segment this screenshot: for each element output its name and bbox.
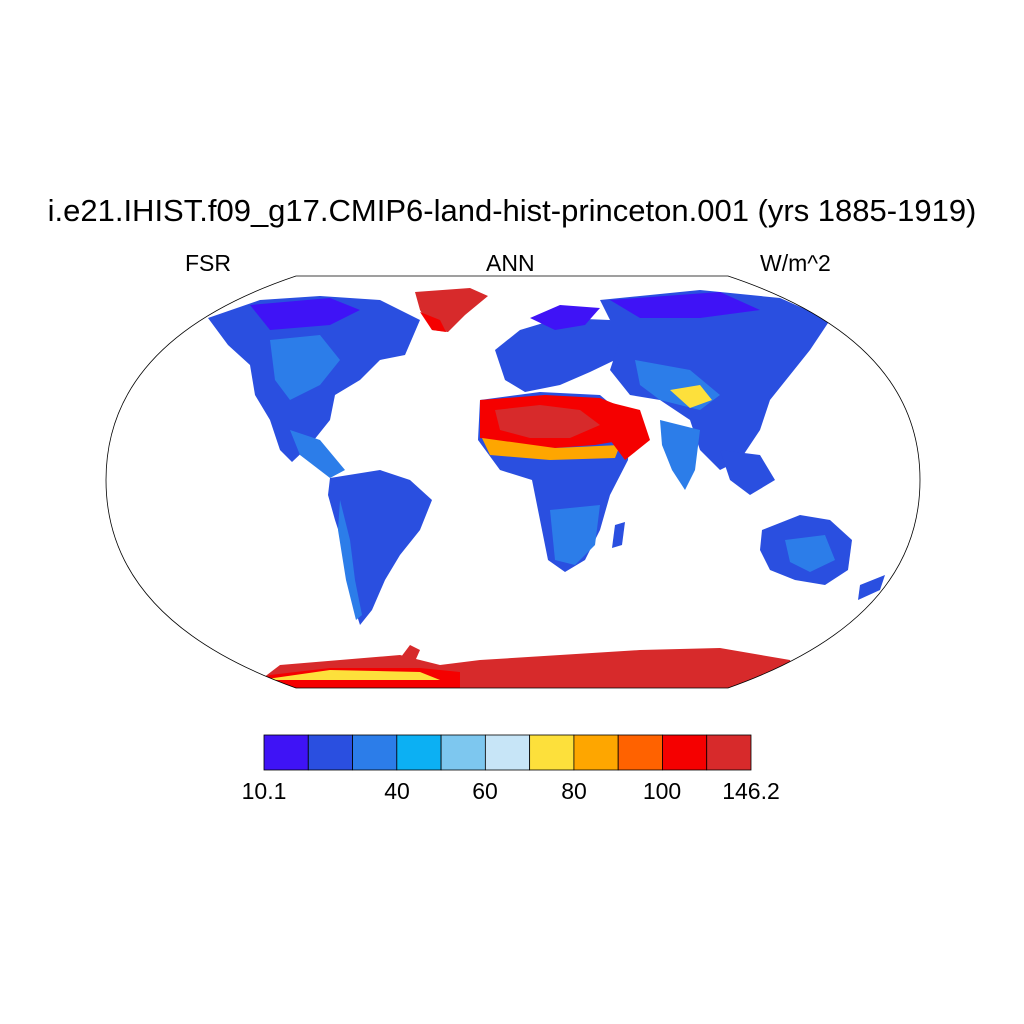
variable-label: FSR — [185, 250, 231, 276]
greenland — [415, 288, 488, 332]
colorbar-swatch — [307, 734, 353, 771]
siberia-north — [610, 292, 760, 318]
colorbar-swatch — [396, 734, 442, 771]
colorbar-tick-label: 10.1 — [241, 778, 287, 804]
tibet — [670, 385, 712, 408]
colorbar-swatch — [706, 734, 752, 771]
madagascar — [612, 522, 625, 548]
arabia — [600, 400, 650, 460]
mexico — [290, 430, 345, 478]
season-label: ANN — [486, 250, 535, 276]
new-zealand — [858, 575, 885, 600]
colorbar-tick-label: 100 — [642, 778, 682, 804]
canada-north — [250, 298, 360, 330]
colorbar-tick-label: 146.2 — [722, 778, 780, 804]
colorbar-tick-label: 80 — [561, 778, 587, 804]
colorbar — [263, 734, 752, 771]
antarctic-peninsula — [395, 645, 420, 668]
plot-title: i.e21.IHIST.f09_g17.CMIP6-land-hist-prin… — [47, 193, 977, 228]
colorbar-swatch — [352, 734, 398, 771]
colorbar-tick-label: 60 — [472, 778, 498, 804]
south-america-andes — [338, 500, 362, 620]
colorbar-swatch — [484, 734, 531, 771]
colorbar-swatch — [617, 734, 663, 771]
colorbar-swatch — [529, 734, 575, 771]
colorbar-swatch — [440, 734, 486, 771]
map-frame — [105, 275, 921, 689]
units-label: W/m^2 — [760, 250, 831, 276]
europe — [495, 318, 640, 392]
india — [660, 420, 700, 490]
colorbar-swatch — [573, 734, 619, 771]
greenland-edge — [420, 312, 446, 332]
colorbar-swatch — [662, 734, 708, 771]
colorbar-tick-label: 40 — [384, 778, 410, 804]
australia-interior — [785, 535, 835, 572]
sahara-core — [495, 405, 600, 438]
scandinavia — [530, 305, 600, 330]
colorbar-swatch — [263, 734, 309, 771]
asia — [600, 290, 830, 470]
southern-africa — [550, 505, 600, 565]
southeast-asia — [720, 450, 775, 495]
antarctica-coast — [260, 670, 440, 680]
north-america-interior — [270, 335, 340, 400]
sahel — [482, 438, 620, 460]
